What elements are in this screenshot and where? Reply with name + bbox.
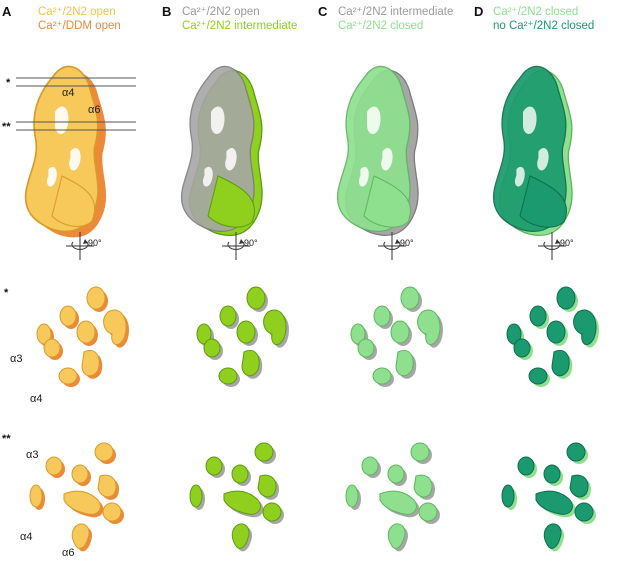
cross-section-mid-a xyxy=(36,286,130,387)
label-alpha4-mid: α4 xyxy=(30,393,42,405)
label-alpha6-top: α6 xyxy=(88,104,100,116)
density-map-c xyxy=(336,65,419,237)
cross-section-bot-c xyxy=(345,442,440,552)
legend-a-1: Ca²⁺/2N2 open xyxy=(38,6,116,18)
rotation-label-b: 90° xyxy=(244,238,258,248)
legend-c-1: Ca²⁺/2N2 intermediate xyxy=(338,6,453,18)
density-map-a xyxy=(24,65,107,238)
single-star-top: * xyxy=(6,77,11,89)
panel-letter-b: B xyxy=(162,4,171,19)
label-alpha3-mid: α3 xyxy=(10,353,22,365)
legend-d-2: no Ca²⁺/2N2 closed xyxy=(493,20,594,32)
rotation-label-c: 90° xyxy=(400,238,414,248)
double-star-top: ** xyxy=(2,121,11,133)
cross-section-bot-b xyxy=(189,442,284,552)
double-star-bot: ** xyxy=(2,433,11,445)
slice-lines-a xyxy=(16,77,136,131)
cross-section-mid-c xyxy=(350,286,444,387)
label-alpha6-bot: α6 xyxy=(62,547,74,559)
legend-b-2: Ca²⁺/2N2 intermediate xyxy=(182,20,297,32)
legend-b-1: Ca²⁺/2N2 open xyxy=(182,6,260,18)
density-map-d xyxy=(492,65,573,237)
single-star-mid: * xyxy=(4,287,9,299)
cross-section-bot-d xyxy=(501,442,596,552)
panel-letter-c: C xyxy=(318,4,328,19)
panel-letter-a: A xyxy=(2,4,12,19)
rotation-label-d: 90° xyxy=(560,238,574,248)
rotation-label-a: 90° xyxy=(88,238,102,248)
legend-a-2: Ca²⁺/DDM open xyxy=(38,20,121,32)
density-map-b xyxy=(180,65,263,237)
label-alpha4-bot: α4 xyxy=(20,531,32,543)
cross-section-mid-d xyxy=(506,286,600,387)
panel-letter-d: D xyxy=(474,4,483,19)
label-alpha4-top: α4 xyxy=(62,87,74,99)
label-alpha3-bot: α3 xyxy=(26,449,38,461)
legend-d-1: Ca²⁺/2N2 closed xyxy=(493,6,578,18)
cross-section-bot-a xyxy=(29,442,124,552)
cross-section-mid-b xyxy=(196,286,290,387)
legend-c-2: Ca²⁺/2N2 closed xyxy=(338,20,423,32)
